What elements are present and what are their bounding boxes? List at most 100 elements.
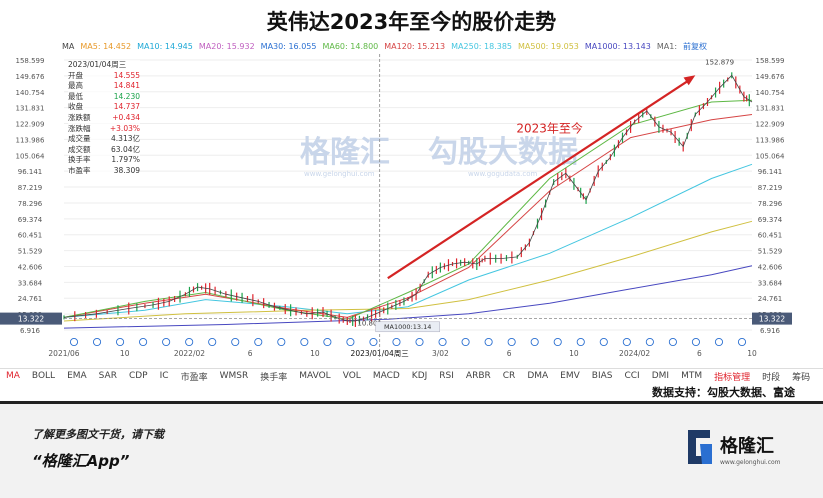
indicator-tab[interactable]: ARBR	[465, 371, 491, 381]
indicator-tab[interactable]: MAVOL	[299, 371, 331, 381]
event-marker-icon[interactable]	[277, 337, 286, 347]
indicator-tab[interactable]: CCI	[624, 371, 640, 381]
indicator-tab[interactable]: CR	[502, 371, 516, 381]
event-marker-icon[interactable]	[691, 337, 700, 347]
brand-name: 格隆汇	[720, 435, 774, 457]
info-label: 市盈率	[68, 165, 91, 175]
indicator-tab[interactable]: 换手率	[260, 372, 288, 383]
y-tick-label-right: 87.219	[758, 184, 783, 192]
crosshair-price-label-right: 13.322	[759, 315, 785, 324]
ma-legend-item[interactable]: MA500: 19.053	[518, 42, 579, 51]
y-tick-label-left: 140.754	[16, 89, 45, 97]
event-marker-icon[interactable]	[139, 337, 148, 347]
info-value: +0.434	[112, 112, 140, 122]
indicator-tab[interactable]: 市盈率	[180, 372, 208, 383]
ma-legend-item[interactable]: 前复权	[683, 42, 708, 51]
y-tick-label-left: 105.064	[16, 152, 45, 160]
event-marker-icon[interactable]	[185, 337, 194, 347]
x-tick-label: 6	[507, 349, 512, 358]
indicator-tab[interactable]: SAR	[98, 371, 117, 381]
indicator-tab[interactable]: MTM	[681, 371, 703, 381]
indicator-tab[interactable]: RSI	[439, 371, 454, 381]
info-label: 成交量	[68, 134, 91, 144]
indicator-tab[interactable]: 指标管理	[714, 372, 751, 383]
event-marker-icon[interactable]	[300, 337, 309, 347]
info-value: 4.313亿	[111, 134, 140, 144]
indicator-bar[interactable]: MA BOLL EMA SAR CDP IC 市盈率 WMSR 换手率 MAVOL VOL MACD K…	[0, 368, 823, 383]
ma-legend-item[interactable]: MA5: 14.452	[80, 42, 132, 51]
event-marker-icon[interactable]	[484, 337, 493, 347]
indicator-tab[interactable]: 筹码	[792, 372, 811, 383]
info-label: 收盘	[68, 102, 83, 112]
event-marker-icon[interactable]	[208, 337, 217, 347]
indicator-tab[interactable]: BIAS	[591, 371, 613, 381]
info-value: +3.03%	[109, 123, 140, 133]
indicator-tab[interactable]: IC	[159, 371, 169, 381]
event-marker-icon[interactable]	[323, 337, 332, 347]
event-marker-icon[interactable]	[369, 337, 378, 347]
event-marker-icon[interactable]	[438, 337, 447, 347]
info-panel: 2023/01/04周三 开盘 14.555 最高 14.841 最低 14.230 收盘 1…	[68, 60, 140, 177]
ma-legend-item[interactable]: MA250: 18.385	[451, 42, 513, 51]
event-marker-icon[interactable]	[599, 337, 608, 347]
indicator-tab[interactable]: BOLL	[31, 371, 56, 381]
indicator-tab[interactable]: MA	[6, 371, 20, 381]
event-marker-icon[interactable]	[231, 337, 240, 347]
event-marker-icon[interactable]	[622, 337, 631, 347]
indicator-tab[interactable]: EMA	[67, 371, 87, 381]
x-tick-label: 10	[569, 349, 579, 358]
info-date: 2023/01/04周三	[68, 60, 127, 69]
y-tick-label-left: 42.606	[18, 263, 43, 271]
ma-legend-item[interactable]: MA1:	[656, 42, 678, 51]
footer-app-name: “格隆汇App”	[32, 452, 130, 470]
indicator-tab[interactable]: DMA	[527, 371, 549, 381]
info-label: 最高	[68, 81, 83, 91]
indicator-tab[interactable]: DMI	[651, 371, 670, 381]
x-tick-label: 6	[248, 349, 253, 358]
event-marker-icon[interactable]	[254, 337, 263, 347]
ma-legend-item[interactable]: MA120: 15.213	[384, 42, 446, 51]
event-marker-icon[interactable]	[461, 337, 470, 347]
x-tick-label: 2023/01/04周三	[351, 349, 409, 358]
ma-line-ma250	[63, 163, 753, 318]
event-marker-icon[interactable]	[69, 337, 79, 347]
indicator-tab[interactable]: MACD	[372, 371, 400, 381]
info-label: 涨跌额	[68, 112, 91, 122]
event-marker-icon[interactable]	[737, 337, 747, 347]
event-marker-icon[interactable]	[714, 337, 724, 347]
indicator-tab[interactable]: CDP	[128, 371, 148, 381]
event-marker-icon[interactable]	[530, 337, 539, 347]
info-value: 38.309	[113, 165, 140, 175]
ma-legend-item[interactable]: MA30: 16.055	[260, 42, 317, 51]
watermark-gelonghui-url: www.gelonghui.com	[304, 170, 375, 178]
event-marker-icon[interactable]	[668, 337, 677, 347]
ma-legend-item[interactable]: MA20: 15.932	[198, 42, 255, 51]
info-row: 市盈率 38.309	[68, 166, 140, 177]
ma-legend-item[interactable]: MA1000: 13.143	[584, 42, 651, 51]
event-marker-icon[interactable]	[392, 337, 401, 347]
event-marker-icon[interactable]	[553, 337, 562, 347]
stock-chart[interactable]: 6.9166.91615.83915.83924.76124.76133.684…	[0, 38, 823, 368]
indicator-tab[interactable]: KDJ	[411, 371, 428, 381]
indicator-tab[interactable]: EMV	[560, 371, 580, 381]
ma-legend-item[interactable]: MA10: 14.945	[137, 42, 193, 51]
event-marker-icon[interactable]	[116, 337, 125, 347]
ma-line-ma500	[63, 220, 753, 322]
event-marker-icon[interactable]	[162, 337, 171, 347]
event-marker-icon[interactable]	[507, 337, 516, 347]
event-marker-icon[interactable]	[576, 337, 585, 347]
y-tick-label-right: 158.599	[756, 57, 785, 65]
brand-logo: 格隆汇 www.gelonghui.com	[688, 430, 781, 466]
event-marker-icon[interactable]	[92, 337, 102, 347]
info-row: 涨跌幅 +3.03%	[68, 124, 140, 135]
x-tick-label: 3/02	[432, 349, 449, 358]
event-marker-icon[interactable]	[415, 337, 424, 347]
ma-legend-item[interactable]: MA60: 14.800	[322, 42, 379, 51]
event-marker-icon[interactable]	[645, 337, 654, 347]
footer-divider	[0, 401, 823, 404]
ma-legend-item[interactable]: MA	[62, 42, 75, 51]
indicator-tab[interactable]: VOL	[342, 371, 361, 381]
indicator-tab[interactable]: WMSR	[219, 371, 249, 381]
event-marker-icon[interactable]	[346, 337, 355, 347]
indicator-tab[interactable]: 时段	[762, 372, 781, 383]
